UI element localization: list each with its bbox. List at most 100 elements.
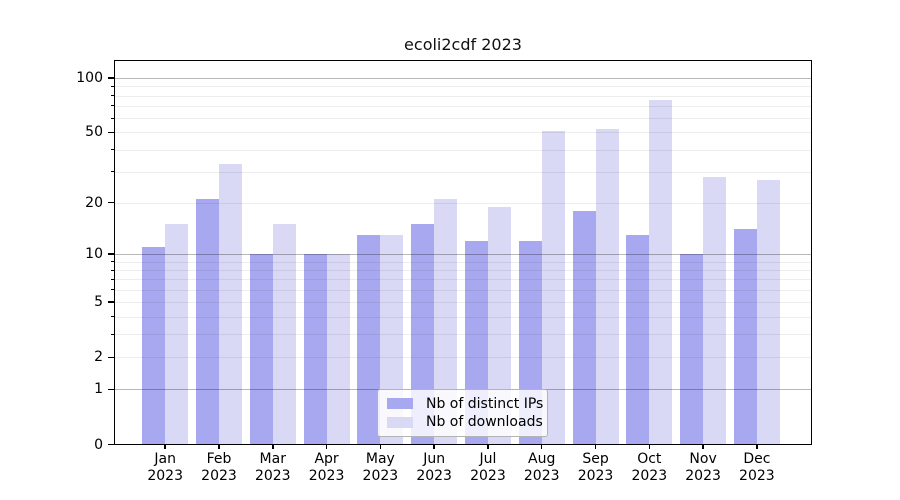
- minor-gridline: [114, 261, 812, 263]
- x-tick-label: Mar 2023: [243, 451, 303, 485]
- minor-gridline: [114, 334, 812, 336]
- x-tick: [164, 444, 166, 449]
- bar-distinct-ips: [303, 254, 327, 445]
- major-gridline: [114, 254, 812, 256]
- bar-distinct-ips: [626, 234, 650, 445]
- minor-gridline: [114, 316, 812, 318]
- bar-downloads: [326, 254, 350, 445]
- bar-downloads: [434, 199, 458, 445]
- bar-distinct-ips: [357, 234, 381, 445]
- x-tick-label: Apr 2023: [297, 451, 357, 485]
- legend-swatch-downloads-icon: [387, 416, 413, 428]
- minor-gridline: [114, 202, 812, 204]
- minor-gridline: [114, 95, 812, 97]
- x-tick-label: Oct 2023: [619, 451, 679, 485]
- x-tick: [433, 444, 435, 449]
- y-tick: [108, 301, 114, 303]
- x-tick-label: May 2023: [350, 451, 410, 485]
- minor-gridline: [114, 357, 812, 359]
- x-tick: [702, 444, 704, 449]
- y-tick: [108, 131, 114, 133]
- bar-downloads: [487, 206, 511, 445]
- x-label-year: 2023: [308, 467, 345, 484]
- x-label-month: Jun: [423, 450, 446, 467]
- x-label-month: Aug: [528, 450, 556, 467]
- y-minor-tick: [110, 289, 114, 291]
- bar-distinct-ips: [680, 254, 704, 445]
- legend-label-downloads: Nb of downloads: [426, 414, 543, 431]
- x-tick: [272, 444, 274, 449]
- x-label-month: Feb: [206, 450, 232, 467]
- bar-downloads: [595, 129, 619, 445]
- y-minor-tick: [110, 269, 114, 271]
- y-minor-tick: [110, 105, 114, 107]
- y-tick-label: 10: [85, 246, 103, 263]
- y-tick-label: 5: [94, 294, 103, 311]
- bar-downloads: [703, 177, 727, 445]
- minor-gridline: [114, 132, 812, 134]
- x-label-month: Jul: [479, 450, 497, 467]
- bar-downloads: [218, 164, 242, 445]
- y-minor-tick: [110, 261, 114, 263]
- x-tick-label: Dec 2023: [727, 451, 787, 485]
- minor-gridline: [114, 279, 812, 281]
- x-label-month: May: [365, 450, 395, 467]
- x-label-month: Jan: [154, 450, 176, 467]
- x-tick-label: Feb 2023: [189, 451, 249, 485]
- x-tick: [648, 444, 651, 449]
- y-minor-tick: [110, 85, 114, 87]
- bar-distinct-ips: [142, 247, 166, 445]
- x-label-year: 2023: [470, 467, 506, 484]
- y-tick: [108, 356, 114, 358]
- y-minor-tick: [110, 278, 114, 280]
- x-label-year: 2023: [254, 467, 291, 484]
- y-minor-tick: [110, 117, 114, 119]
- bar-distinct-ips: [195, 199, 219, 445]
- y-tick-label: 100: [76, 70, 103, 86]
- y-minor-tick: [110, 316, 114, 318]
- bar-distinct-ips: [733, 229, 757, 445]
- x-tick: [325, 444, 328, 449]
- legend-item-distinct-ips: Nb of distinct IPs: [387, 396, 543, 412]
- y-tick: [108, 77, 114, 79]
- x-tick-label: Jun 2023: [404, 451, 464, 485]
- y-tick: [108, 201, 114, 204]
- minor-gridline: [114, 86, 812, 88]
- x-tick-label: Jan 2023: [135, 451, 195, 485]
- bar-downloads: [165, 224, 189, 445]
- legend-label-distinct-ips: Nb of distinct IPs: [426, 395, 544, 412]
- x-label-year: 2023: [362, 467, 399, 484]
- x-label-year: 2023: [523, 467, 560, 484]
- x-tick-label: Aug 2023: [512, 451, 572, 485]
- chart-title: ecoli2cdf 2023: [404, 35, 522, 54]
- x-tick: [218, 444, 220, 449]
- y-tick-label: 2: [94, 349, 103, 366]
- y-tick: [108, 253, 114, 255]
- y-tick-label: 50: [85, 124, 103, 141]
- x-label-year: 2023: [416, 467, 452, 484]
- bar-distinct-ips: [249, 254, 273, 445]
- x-tick: [487, 444, 489, 449]
- x-tick-label: Jul 2023: [458, 451, 518, 485]
- x-tick: [756, 444, 758, 449]
- x-label-year: 2023: [685, 467, 721, 484]
- bar-downloads: [272, 224, 296, 445]
- x-label-month: Dec: [743, 450, 771, 467]
- x-tick: [540, 444, 543, 449]
- legend-item-downloads: Nb of downloads: [387, 414, 543, 430]
- bar-distinct-ips: [572, 210, 596, 445]
- y-tick-label: 1: [94, 381, 103, 398]
- x-label-month: Sep: [582, 450, 609, 467]
- x-label-month: Oct: [637, 450, 662, 467]
- y-minor-tick: [110, 171, 114, 173]
- minor-gridline: [114, 118, 812, 120]
- x-label-year: 2023: [201, 467, 237, 484]
- y-minor-tick: [110, 333, 114, 335]
- minor-gridline: [114, 105, 812, 107]
- bar-downloads: [541, 130, 565, 445]
- y-tick-label: 20: [85, 194, 103, 211]
- bar-downloads: [756, 179, 780, 445]
- minor-gridline: [114, 171, 812, 173]
- x-label-month: Nov: [689, 450, 717, 467]
